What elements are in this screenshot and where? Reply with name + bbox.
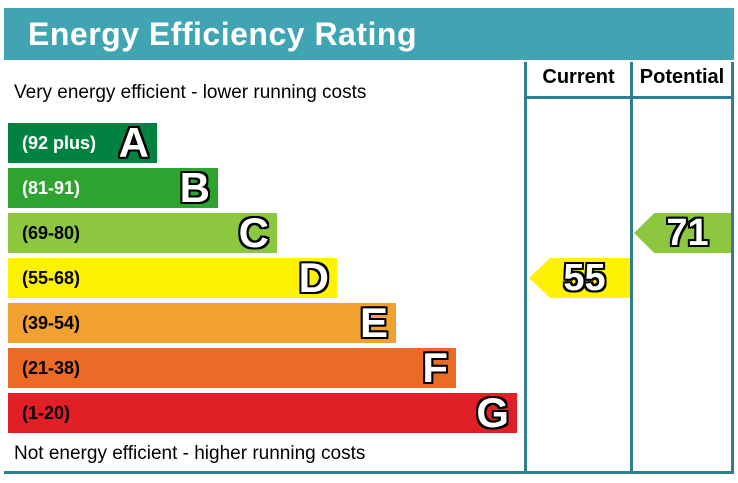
top-note: Very energy efficient - lower running co… <box>14 82 367 103</box>
band-e-range-label: (39-54) <box>22 312 81 333</box>
band-b-range-label: (81-91) <box>22 177 81 198</box>
band-g: (1-20) G <box>8 389 517 436</box>
grid-vertical-line-right <box>731 62 734 474</box>
potential-rating-value: 71 <box>666 211 709 254</box>
band-b: (81-91) B <box>8 164 218 211</box>
band-d: (55-68) D <box>8 254 337 301</box>
band-e-letter: E <box>359 299 388 346</box>
band-c-letter: C <box>238 209 269 256</box>
band-e: (39-54) E <box>8 299 396 346</box>
potential-column-header: Potential <box>639 66 725 88</box>
band-c-range-label: (69-80) <box>22 222 81 243</box>
band-g-letter: G <box>476 389 509 436</box>
band-f: (21-38) F <box>8 344 456 391</box>
page-title: Energy Efficiency Rating <box>28 15 417 52</box>
band-b-letter: B <box>179 164 210 211</box>
grid-header-underline <box>524 96 734 99</box>
band-f-letter: F <box>422 344 448 391</box>
band-a-range-label: (92 plus) <box>22 132 97 153</box>
band-a-letter: A <box>118 119 149 166</box>
current-rating-value: 55 <box>563 256 606 299</box>
grid-bottom-line <box>4 471 734 474</box>
bottom-note: Not energy efficient - higher running co… <box>14 443 366 464</box>
band-g-range-label: (1-20) <box>22 402 71 423</box>
band-d-range-label: (55-68) <box>22 267 81 288</box>
current-rating-arrow: 55 <box>529 258 630 298</box>
band-f-range-label: (21-38) <box>22 357 81 378</box>
title-banner: Energy Efficiency Rating <box>4 8 734 60</box>
band-c: (69-80) C <box>8 209 277 256</box>
band-d-letter: D <box>298 254 329 301</box>
grid-vertical-line-left <box>524 62 527 474</box>
potential-rating-arrow: 71 <box>634 213 731 253</box>
band-a: (92 plus) A <box>8 119 157 166</box>
grid-vertical-line-middle <box>630 62 633 474</box>
current-column-header: Current <box>542 66 615 88</box>
